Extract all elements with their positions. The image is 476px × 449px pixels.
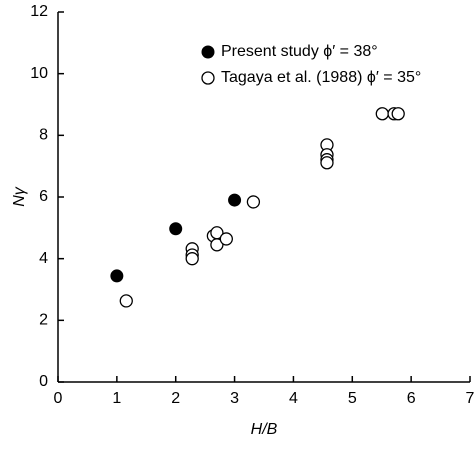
y-tick-label: 4 [39, 250, 48, 267]
x-tick-label: 7 [466, 390, 475, 407]
legend-marker [201, 45, 215, 59]
point [110, 269, 124, 283]
x-tick-label: 5 [348, 390, 357, 407]
x-tick-label: 1 [112, 390, 121, 407]
point [210, 238, 224, 252]
legend-marker [201, 71, 215, 85]
x-tick-label: 3 [230, 390, 239, 407]
y-tick-label: 8 [39, 127, 48, 144]
point [219, 232, 233, 246]
point [246, 195, 261, 209]
point [375, 107, 389, 121]
y-axis-label: Nγ [11, 186, 28, 207]
y-tick-label: 2 [39, 312, 48, 329]
y-tick-label: 10 [30, 65, 48, 82]
x-tick-label: 2 [171, 390, 180, 407]
point [228, 193, 242, 207]
x-axis-label: H/B [251, 421, 278, 438]
x-tick-label: 4 [289, 390, 298, 407]
x-tick-label: 0 [54, 390, 63, 407]
point [119, 294, 133, 308]
point [391, 107, 405, 121]
y-tick-label: 12 [30, 3, 48, 20]
x-tick-label: 6 [407, 390, 416, 407]
y-tick-label: 6 [39, 188, 48, 205]
point [169, 222, 183, 236]
point [320, 156, 334, 170]
point [185, 252, 199, 266]
legend-label: Tagaya et al. (1988) ϕ′ = 35° [221, 69, 421, 86]
legend-label: Present study ϕ′ = 38° [221, 43, 378, 60]
y-tick-label: 0 [39, 373, 48, 390]
